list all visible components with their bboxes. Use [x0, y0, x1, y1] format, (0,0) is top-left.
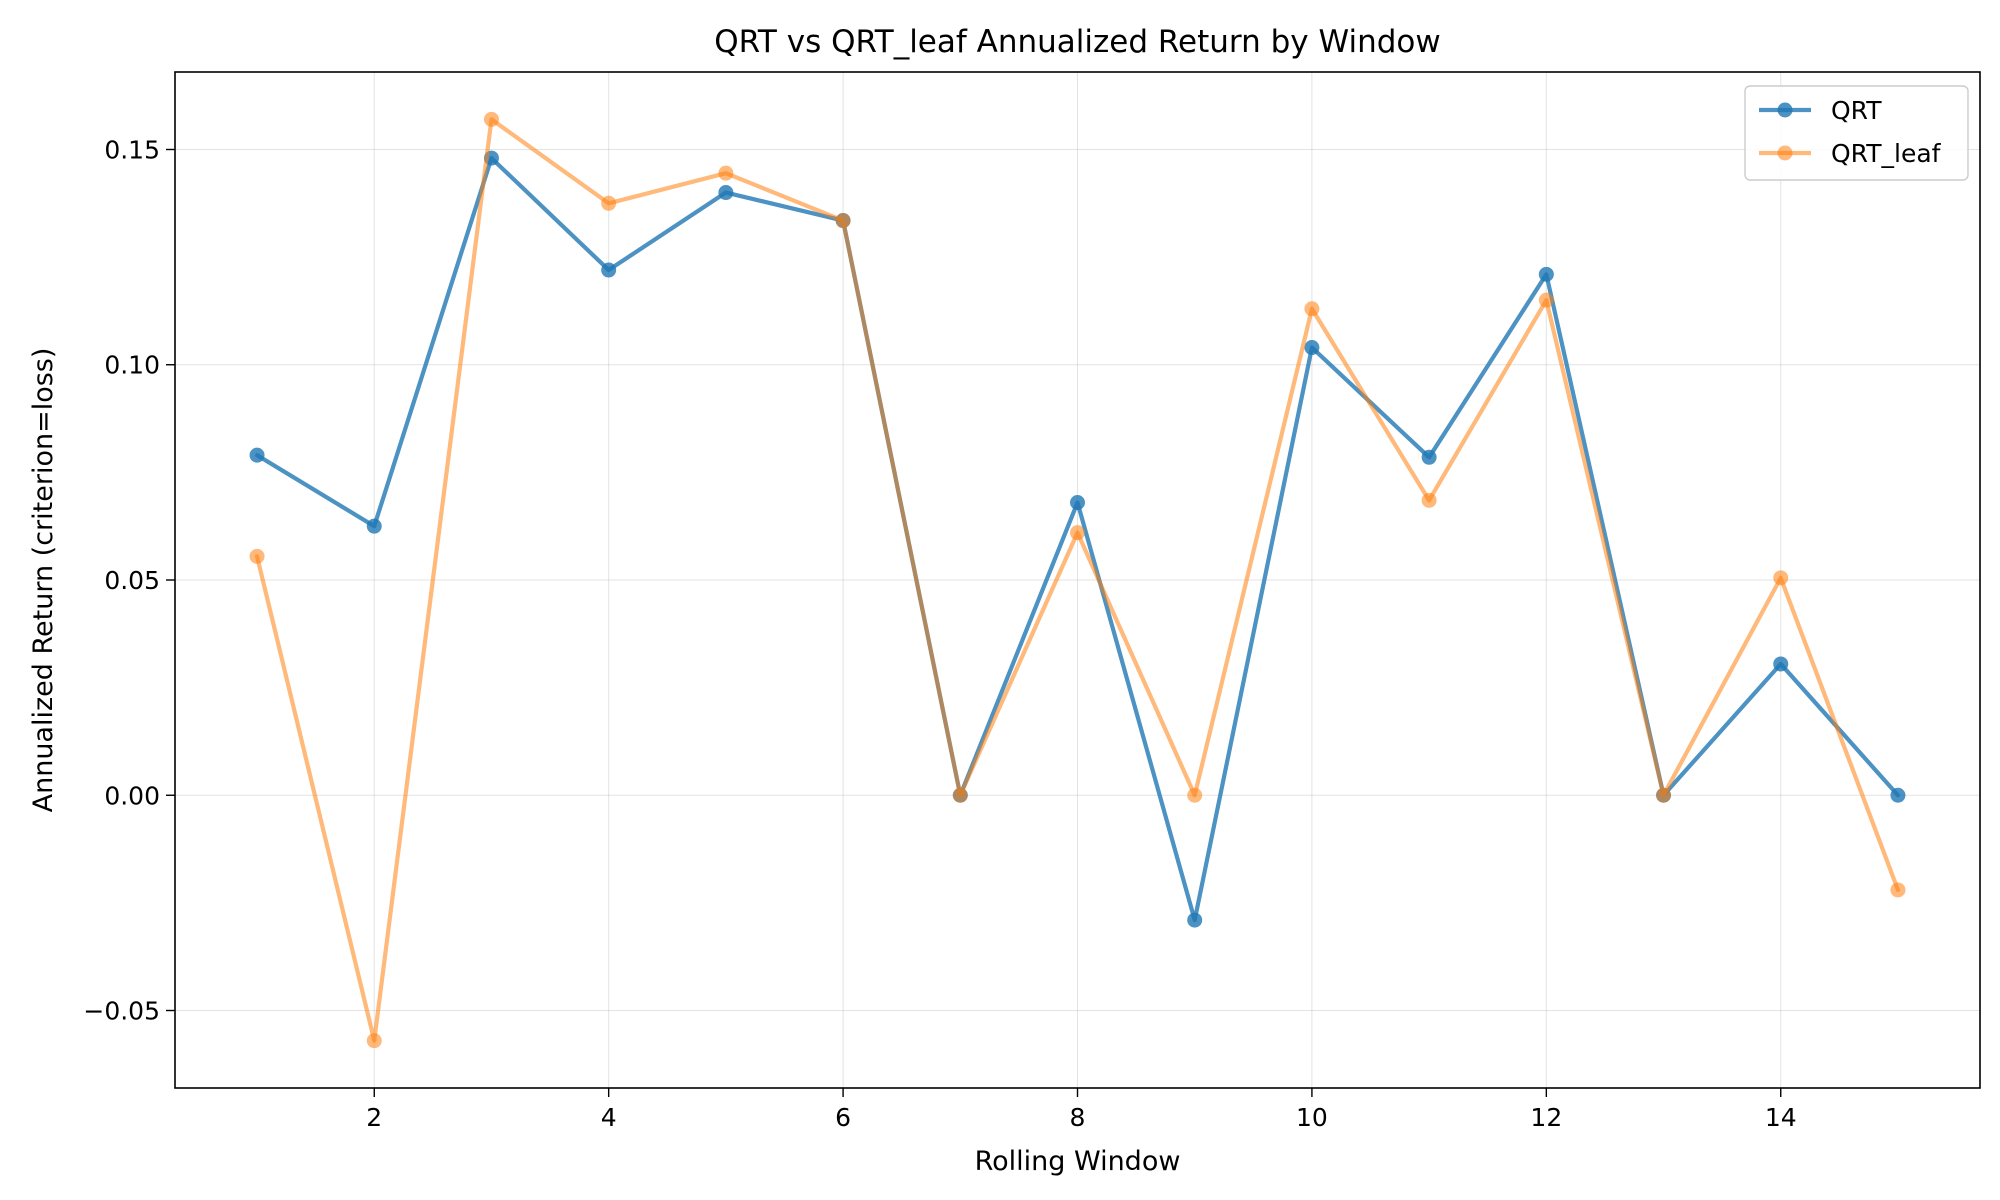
data-point [1890, 882, 1906, 898]
x-tick-label: 8 [1070, 1103, 1086, 1132]
data-point [1773, 656, 1789, 672]
data-point [1070, 525, 1085, 541]
x-tick-label: 4 [601, 1103, 617, 1132]
data-point [1187, 912, 1203, 928]
y-tick-label: 0.10 [104, 351, 160, 380]
legend-item-qrt: QRT [1759, 96, 1882, 125]
data-point [249, 548, 265, 564]
data-point [835, 213, 851, 229]
data-point [1538, 292, 1554, 308]
data-point [366, 1033, 382, 1049]
legend-swatch-marker [1777, 102, 1793, 118]
x-tick-label: 2 [366, 1103, 382, 1132]
y-axis-label: Annualized Return (criterion=loss) [28, 348, 59, 813]
legend-label: QRT_leaf [1831, 139, 1942, 168]
data-point [1773, 570, 1789, 586]
data-point [1070, 495, 1085, 511]
data-point [601, 262, 617, 278]
legend-item-qrt-leaf: QRT_leaf [1759, 139, 1942, 168]
chart-title: QRT vs QRT_leaf Annualized Return by Win… [714, 24, 1440, 60]
data-point [718, 165, 734, 181]
x-tick-label: 6 [835, 1103, 851, 1132]
data-point [483, 111, 499, 127]
data-point [1656, 787, 1672, 803]
data-point [601, 195, 617, 211]
data-point [1890, 787, 1906, 803]
legend-label: QRT [1831, 96, 1882, 125]
data-point [952, 787, 968, 803]
data-point [1187, 787, 1203, 803]
series-qrt-leaf [249, 111, 1906, 1049]
y-tick-label: 0.15 [104, 135, 160, 164]
legend-swatch-marker [1777, 145, 1793, 161]
data-point [1421, 449, 1437, 465]
y-tick-label: 0.05 [104, 566, 160, 595]
x-tick-label: 10 [1296, 1103, 1328, 1132]
ticks: 2 4 6 8 10 12 14 −0.05 0.00 0.05 0.10 0.15 [83, 135, 1796, 1132]
y-tick-label: −0.05 [83, 997, 160, 1026]
y-tick-label: 0.00 [104, 781, 160, 810]
grid [175, 72, 1980, 1088]
data-point [718, 185, 734, 201]
data-point [1304, 340, 1320, 356]
data-point [1421, 492, 1437, 508]
legend: QRT QRT_leaf [1744, 85, 1969, 181]
data-point [1538, 266, 1554, 282]
x-tick-label: 14 [1765, 1103, 1797, 1132]
data-point [1304, 301, 1320, 317]
data-point [366, 518, 382, 534]
data-point [249, 447, 265, 463]
x-axis-label: Rolling Window [975, 1146, 1181, 1177]
x-tick-label: 12 [1530, 1103, 1562, 1132]
series-layer [249, 111, 1906, 1049]
